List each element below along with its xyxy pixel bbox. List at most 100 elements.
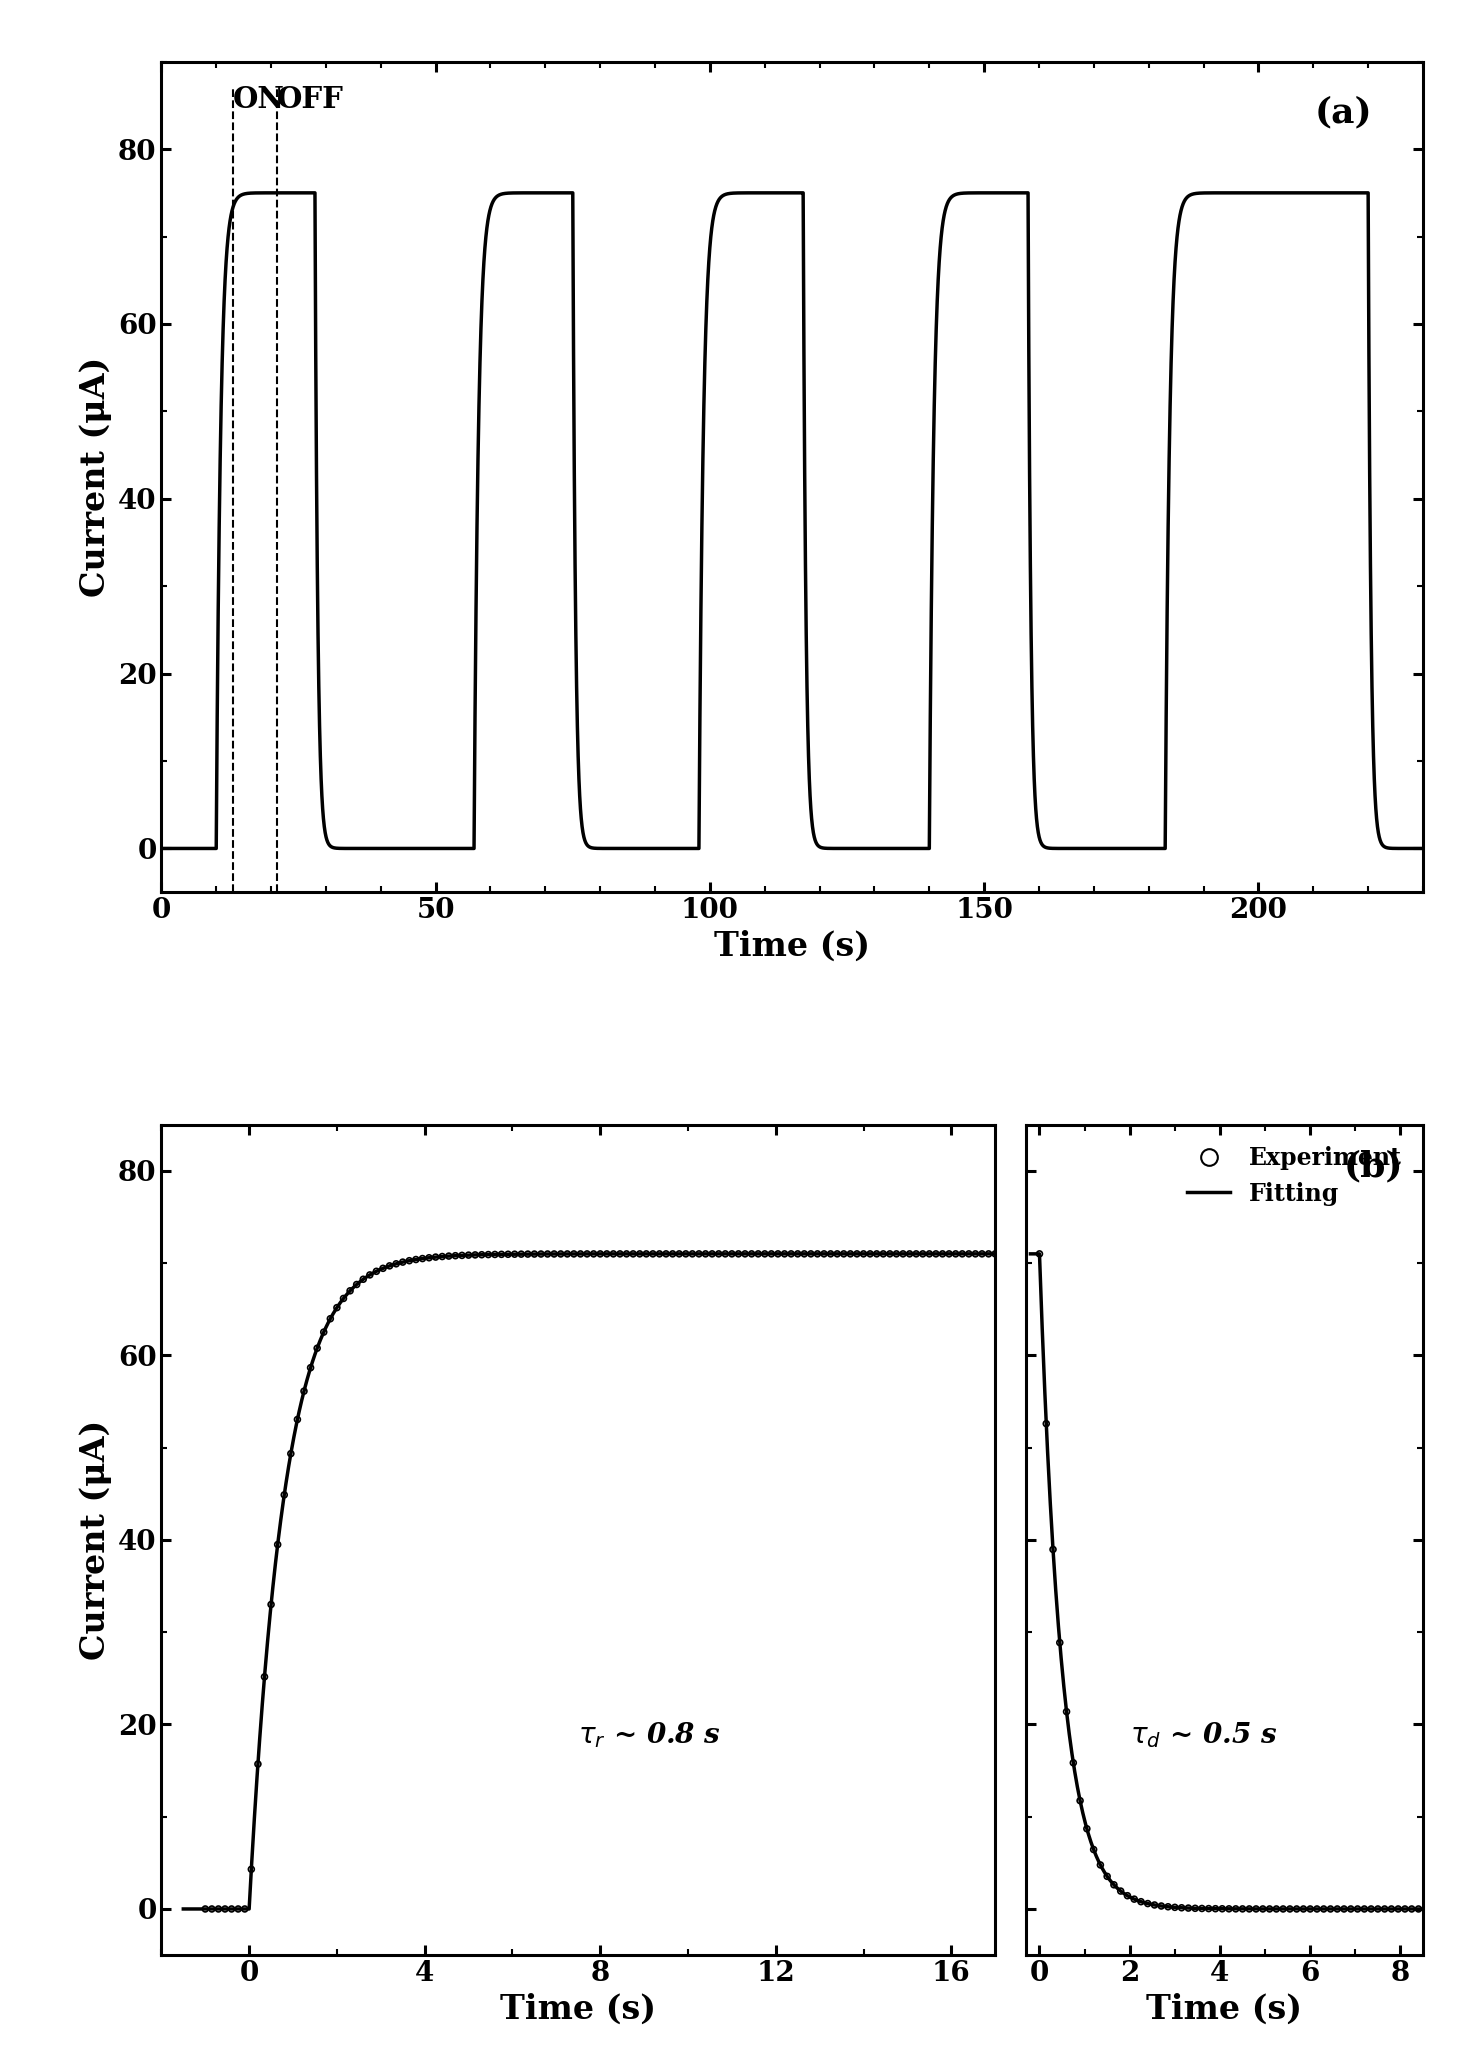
- Point: [1257, 1893, 1281, 1926]
- Point: [1210, 1891, 1234, 1924]
- Point: [879, 1237, 902, 1270]
- Point: [866, 1237, 889, 1270]
- Point: [813, 1237, 836, 1270]
- Point: [469, 1239, 493, 1272]
- Point: [1238, 1893, 1262, 1926]
- Point: [246, 1747, 270, 1780]
- Text: ON: ON: [233, 84, 285, 113]
- Point: [601, 1237, 625, 1270]
- Point: [1190, 1891, 1213, 1924]
- Point: [384, 1247, 408, 1280]
- Point: [450, 1239, 474, 1272]
- X-axis label: Time (s): Time (s): [1147, 1992, 1303, 2025]
- Point: [1379, 1893, 1402, 1926]
- Point: [490, 1237, 513, 1270]
- Point: [1360, 1893, 1383, 1926]
- Point: [378, 1249, 402, 1282]
- Point: [1265, 1893, 1288, 1926]
- Point: [252, 1661, 276, 1694]
- Point: [615, 1237, 638, 1270]
- Point: [1291, 1893, 1314, 1926]
- Point: [1150, 1889, 1174, 1922]
- Point: [892, 1237, 915, 1270]
- Point: [832, 1237, 855, 1270]
- Point: [365, 1255, 389, 1288]
- Point: [905, 1237, 929, 1270]
- Point: [609, 1237, 632, 1270]
- Point: [207, 1893, 230, 1926]
- Point: [1116, 1879, 1140, 1912]
- Point: [213, 1893, 236, 1926]
- Point: [543, 1237, 566, 1270]
- Point: [805, 1237, 829, 1270]
- Point: [286, 1404, 310, 1436]
- Point: [530, 1237, 553, 1270]
- Point: [1339, 1893, 1363, 1926]
- Point: [392, 1245, 415, 1278]
- Point: [951, 1237, 974, 1270]
- Point: [1102, 1869, 1125, 1902]
- Point: [819, 1237, 842, 1270]
- Point: [1068, 1784, 1091, 1817]
- Point: [641, 1237, 665, 1270]
- Point: [1042, 1533, 1065, 1566]
- Point: [739, 1237, 763, 1270]
- Point: [339, 1274, 362, 1307]
- Point: [596, 1237, 619, 1270]
- Point: [898, 1237, 921, 1270]
- Point: [443, 1239, 467, 1272]
- Point: [226, 1893, 249, 1926]
- Point: [549, 1237, 572, 1270]
- Point: [964, 1237, 987, 1270]
- Point: [852, 1237, 876, 1270]
- Point: [943, 1237, 967, 1270]
- Point: [417, 1241, 440, 1274]
- Point: [734, 1237, 757, 1270]
- Point: [266, 1529, 289, 1562]
- Point: [1285, 1893, 1309, 1926]
- Point: [779, 1237, 802, 1270]
- Point: [1373, 1893, 1397, 1926]
- Point: [1130, 1885, 1153, 1918]
- Point: [233, 1893, 257, 1926]
- Point: [516, 1237, 540, 1270]
- Point: [687, 1237, 710, 1270]
- Point: [700, 1237, 723, 1270]
- Point: [1135, 1887, 1159, 1920]
- Point: [681, 1237, 704, 1270]
- Point: [1081, 1834, 1105, 1867]
- Point: [1311, 1893, 1335, 1926]
- Point: [1366, 1893, 1389, 1926]
- Point: [496, 1237, 519, 1270]
- Point: [575, 1237, 599, 1270]
- Point: [352, 1264, 376, 1297]
- Point: [200, 1893, 223, 1926]
- Point: [1163, 1891, 1187, 1924]
- X-axis label: Time (s): Time (s): [714, 930, 870, 963]
- Point: [726, 1237, 750, 1270]
- Text: (a): (a): [1314, 95, 1373, 130]
- Point: [345, 1268, 368, 1301]
- Point: [260, 1589, 283, 1622]
- Point: [1223, 1893, 1247, 1926]
- Point: [858, 1237, 882, 1270]
- Point: [1332, 1893, 1356, 1926]
- Point: [673, 1237, 697, 1270]
- Point: [786, 1237, 810, 1270]
- Point: [911, 1237, 934, 1270]
- Point: [1034, 1408, 1058, 1441]
- Point: [273, 1478, 296, 1511]
- Point: [279, 1436, 302, 1469]
- Point: [430, 1241, 453, 1274]
- Point: [1122, 1883, 1146, 1916]
- Point: [1156, 1891, 1179, 1924]
- Point: [713, 1237, 736, 1270]
- Point: [937, 1237, 961, 1270]
- Point: [326, 1290, 349, 1323]
- Point: [917, 1237, 940, 1270]
- Point: [1003, 1237, 1027, 1270]
- Point: [239, 1852, 263, 1885]
- Point: [1407, 1893, 1430, 1926]
- Point: [792, 1237, 816, 1270]
- Point: [371, 1251, 395, 1284]
